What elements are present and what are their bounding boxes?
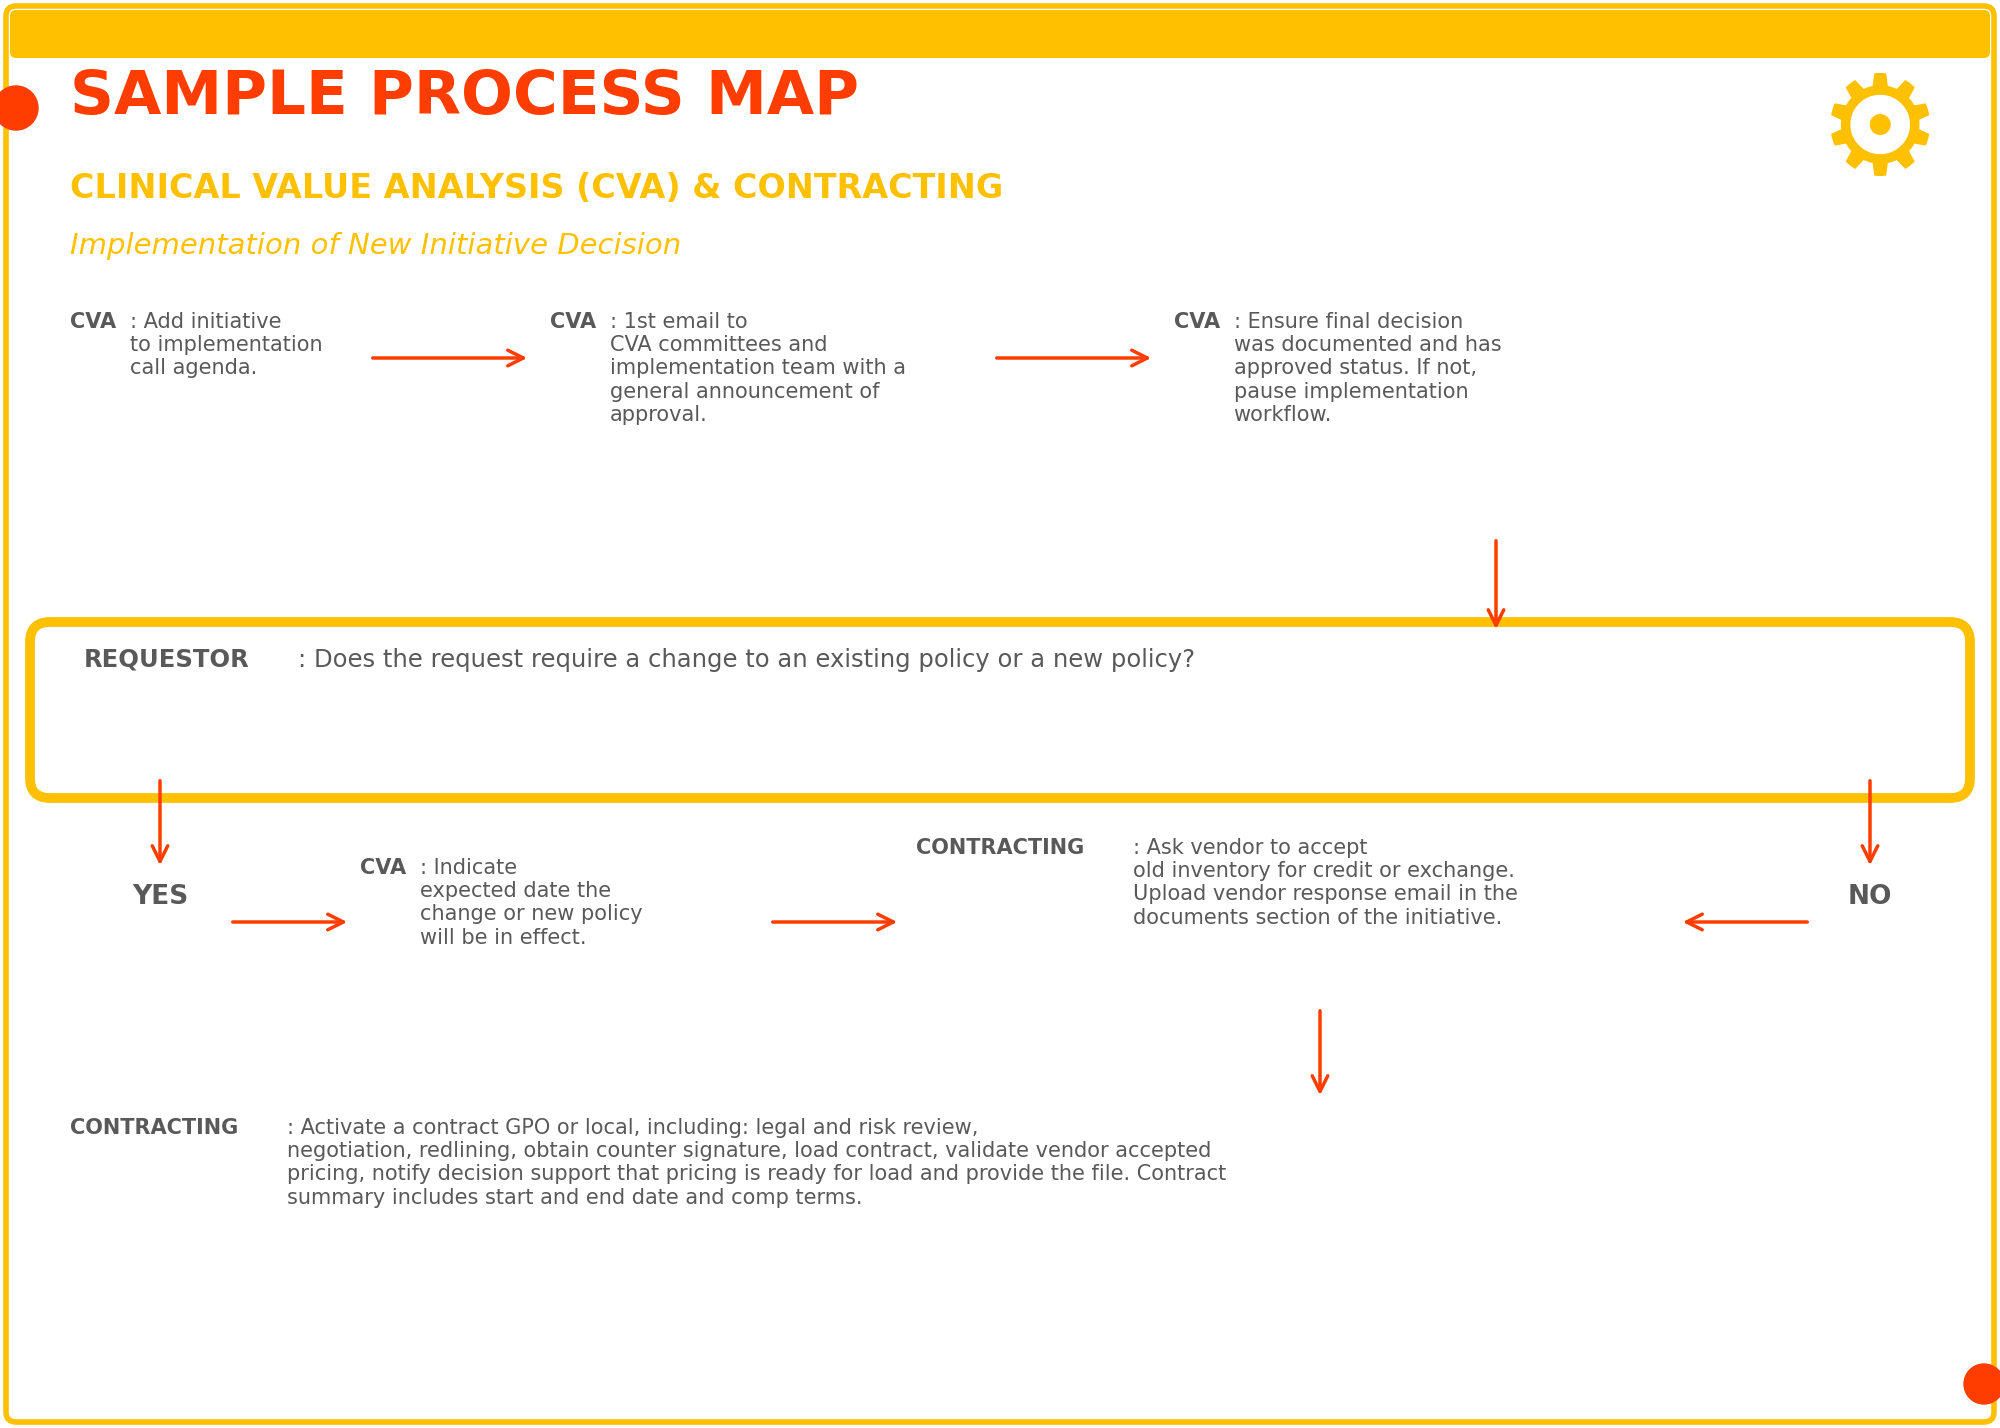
Text: CONTRACTING: CONTRACTING bbox=[916, 838, 1084, 858]
Text: Implementation of New Initiative Decision: Implementation of New Initiative Decisio… bbox=[70, 231, 682, 260]
FancyBboxPatch shape bbox=[30, 623, 1970, 798]
Text: : Indicate
expected date the
change or new policy
will be in effect.: : Indicate expected date the change or n… bbox=[420, 858, 642, 948]
Text: : Ask vendor to accept
old inventory for credit or exchange.
Upload vendor respo: : Ask vendor to accept old inventory for… bbox=[1134, 838, 1518, 928]
Text: CLINICAL VALUE ANALYSIS (CVA) & CONTRACTING: CLINICAL VALUE ANALYSIS (CVA) & CONTRACT… bbox=[70, 171, 1004, 206]
Text: : Ensure final decision
was documented and has
approved status. If not,
pause im: : Ensure final decision was documented a… bbox=[1234, 311, 1502, 424]
Text: REQUESTOR: REQUESTOR bbox=[84, 648, 250, 673]
Text: CVA: CVA bbox=[360, 858, 406, 878]
Text: YES: YES bbox=[132, 884, 188, 910]
Text: NO: NO bbox=[1848, 884, 1892, 910]
Text: CONTRACTING: CONTRACTING bbox=[70, 1118, 238, 1138]
Circle shape bbox=[0, 86, 38, 130]
Text: : 1st email to
CVA committees and
implementation team with a
general announcemen: : 1st email to CVA committees and implem… bbox=[610, 311, 906, 424]
Text: CVA: CVA bbox=[550, 311, 596, 331]
Text: : Add initiative
to implementation
call agenda.: : Add initiative to implementation call … bbox=[130, 311, 322, 378]
Text: ⚙: ⚙ bbox=[1818, 69, 1942, 203]
Text: : Does the request require a change to an existing policy or a new policy?: : Does the request require a change to a… bbox=[298, 648, 1194, 673]
Text: CVA: CVA bbox=[1174, 311, 1220, 331]
Circle shape bbox=[1964, 1364, 2000, 1404]
FancyBboxPatch shape bbox=[6, 6, 1994, 1422]
FancyBboxPatch shape bbox=[10, 10, 1990, 59]
Text: : Activate a contract GPO or local, including: legal and risk review,
negotiatio: : Activate a contract GPO or local, incl… bbox=[288, 1118, 1226, 1208]
Text: SAMPLE PROCESS MAP: SAMPLE PROCESS MAP bbox=[70, 69, 860, 127]
Text: CVA: CVA bbox=[70, 311, 116, 331]
